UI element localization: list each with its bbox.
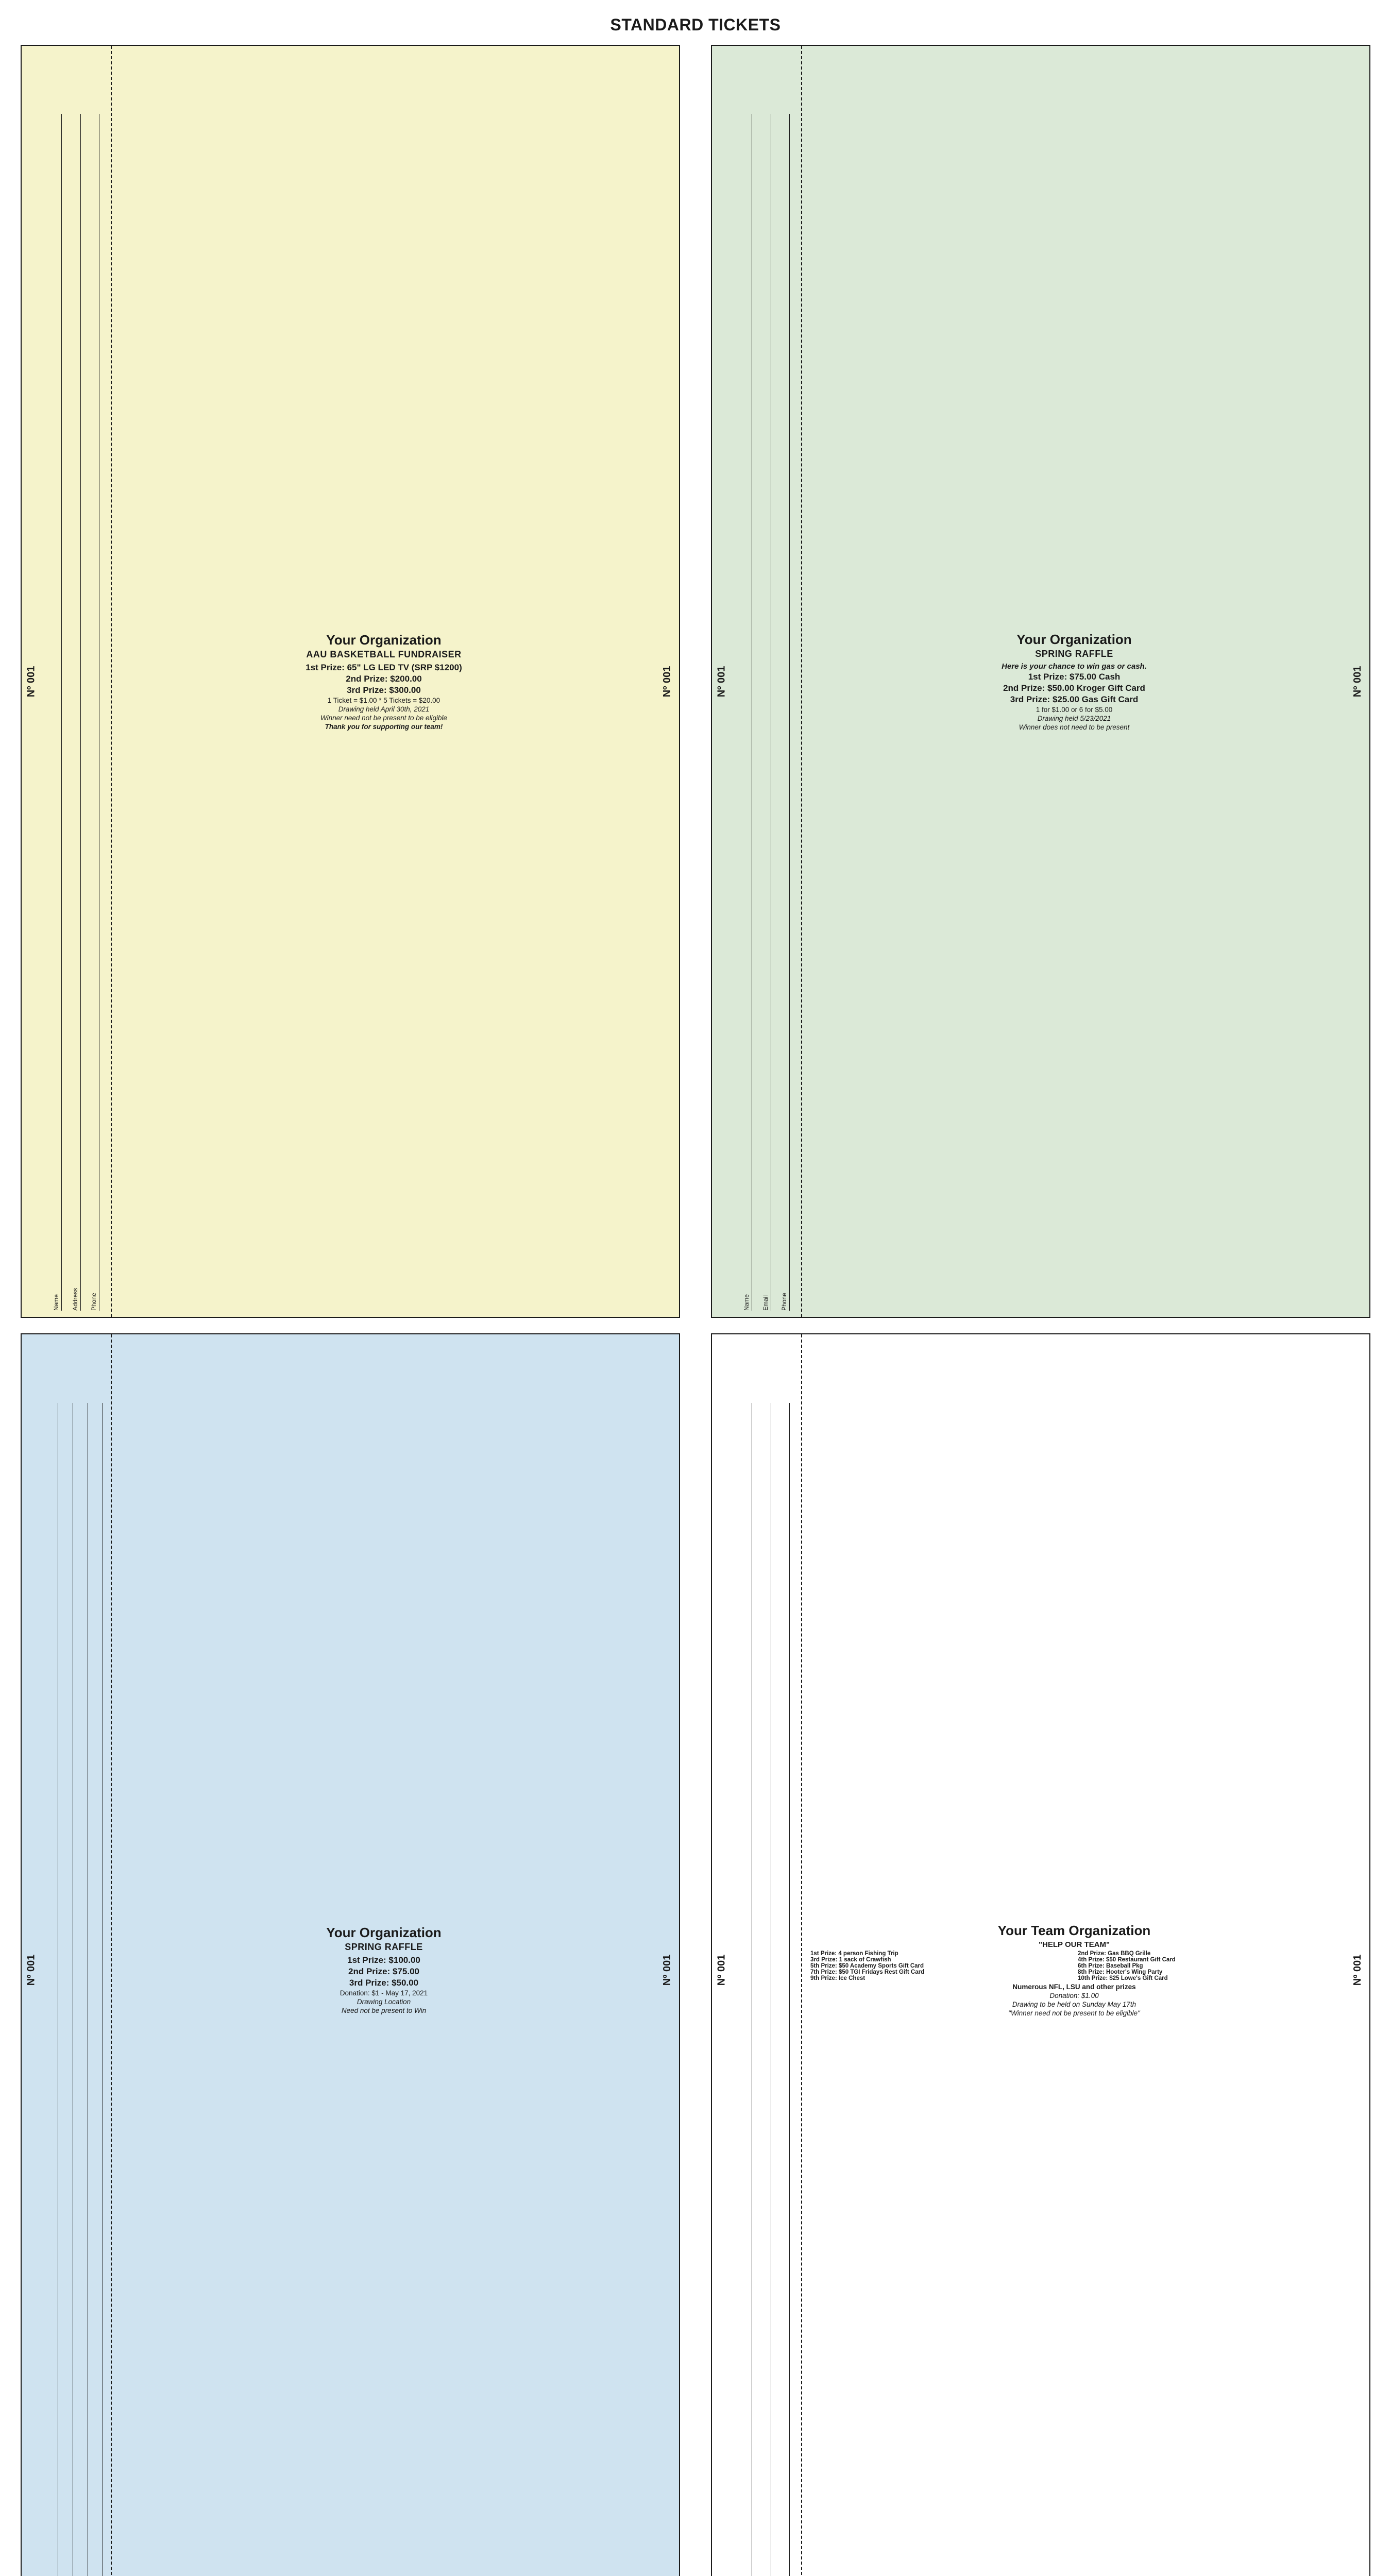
prize-h: 8th Prize: Hooter's Wing Party <box>1078 1969 1338 1975</box>
drawing-line: Drawing Location <box>116 1998 652 2006</box>
event-title: AAU BASKETBALL FUNDRAISER <box>116 649 652 660</box>
ticket-aau: Nº 001 Name Address Phone Your Organizat… <box>21 45 680 1318</box>
note-line-1: Need not be present to Win <box>116 2007 652 2014</box>
donation-line: Donation: $1.00 <box>806 1992 1342 1999</box>
ticket-spring-gas: Nº 001 Name Email Phone Your Organizatio… <box>711 45 1370 1318</box>
prize-i: 9th Prize: Ice Chest <box>810 1975 1071 1981</box>
org-name: Your Organization <box>116 1925 652 1941</box>
stub-name: Name <box>743 1403 752 2576</box>
standard-ticket-grid: Nº 001 Name Address Phone Your Organizat… <box>21 45 1370 2576</box>
ticket-body: Your Organization SPRING RAFFLE 1st Priz… <box>112 1334 656 2576</box>
event-title: "HELP OUR TEAM" <box>806 1940 1342 1949</box>
prize-2: 2nd Prize: $75.00 <box>116 1967 652 1977</box>
prize-1: 1st Prize: $100.00 <box>116 1955 652 1965</box>
org-name: Your Organization <box>806 632 1342 648</box>
prize-g: 7th Prize: $50 TGI Fridays Rest Gift Car… <box>810 1969 1071 1975</box>
ticket-stub: Nº 001 Name Email Phone <box>712 46 802 1317</box>
ticket-number: Nº 001 <box>712 1334 732 2576</box>
stub-fields: Name Address Phone Email <box>41 1334 111 2576</box>
ticket-stub: Nº 001 Name Address Phone Email <box>22 1334 112 2576</box>
stub-name: Name <box>49 1403 58 2576</box>
stub-address: Address <box>762 1403 771 2576</box>
prize-b: 2nd Prize: Gas BBQ Grille <box>1078 1951 1338 1957</box>
note-line-1: Winner does not need to be present <box>806 723 1342 731</box>
stub-name: Name <box>743 114 752 1311</box>
ticket-number-right: Nº 001 <box>656 1334 679 2576</box>
price-line: 1 for $1.00 or 6 for $5.00 <box>806 706 1342 714</box>
prize-a: 1st Prize: 4 person Fishing Trip <box>810 1951 1071 1957</box>
ticket-number-right: Nº 001 <box>1346 46 1369 1317</box>
stub-address: Address <box>72 114 81 1311</box>
stub-phone: Phone <box>781 114 790 1311</box>
prize-2: 2nd Prize: $200.00 <box>116 674 652 684</box>
ticket-body: Your Team Organization "HELP OUR TEAM" 1… <box>802 1334 1346 2576</box>
stub-phone: Phone <box>781 1403 790 2576</box>
stub-address: Address <box>64 1403 73 2576</box>
note-line-2: Thank you for supporting our team! <box>116 723 652 731</box>
prize-2: 2nd Prize: $50.00 Kroger Gift Card <box>806 683 1342 693</box>
stub-fields: Name Address Phone <box>732 1334 801 2576</box>
ticket-number: Nº 001 <box>22 1334 41 2576</box>
org-name: Your Team Organization <box>806 1923 1342 1939</box>
org-name: Your Organization <box>116 632 652 648</box>
ticket-number: Nº 001 <box>22 46 41 1317</box>
prize-3: 3rd Prize: $50.00 <box>116 1978 652 1988</box>
extras-line: Numerous NFL, LSU and other prizes <box>806 1983 1342 1991</box>
stub-phone: Phone <box>79 1403 88 2576</box>
tagline: Here is your chance to win gas or cash. <box>806 662 1342 671</box>
ticket-body: Your Organization AAU BASKETBALL FUNDRAI… <box>112 46 656 1317</box>
price-line: Donation: $1 - May 17, 2021 <box>116 1989 652 1997</box>
prize-3: 3rd Prize: $300.00 <box>116 685 652 696</box>
prize-e: 5th Prize: $50 Academy Sports Gift Card <box>810 1963 1071 1969</box>
drawing-line: Drawing held April 30th, 2021 <box>116 705 652 713</box>
price-line: 1 Ticket = $1.00 * 5 Tickets = $20.00 <box>116 697 652 704</box>
ticket-number: Nº 001 <box>712 46 732 1317</box>
stub-fields: Name Address Phone <box>41 46 111 1317</box>
prize-grid: 1st Prize: 4 person Fishing Trip 2nd Pri… <box>806 1951 1342 1981</box>
prize-1: 1st Prize: $75.00 Cash <box>806 672 1342 682</box>
ticket-number-right: Nº 001 <box>656 46 679 1317</box>
note-line-1: Winner need not be present to be eligibl… <box>116 714 652 722</box>
ticket-stub: Nº 001 Name Address Phone <box>712 1334 802 2576</box>
prize-f: 6th Prize: Baseball Pkg <box>1078 1963 1338 1969</box>
prize-j: 10th Prize: $25 Lowe's Gift Card <box>1078 1975 1338 1981</box>
stub-fields: Name Email Phone <box>732 46 801 1317</box>
ticket-spring-cash: Nº 001 Name Address Phone Email Your Org… <box>21 1333 680 2576</box>
drawing-line: Drawing held 5/23/2021 <box>806 715 1342 722</box>
ticket-stub: Nº 001 Name Address Phone <box>22 46 112 1317</box>
prize-1: 1st Prize: 65" LG LED TV (SRP $1200) <box>116 663 652 673</box>
stub-email: Email <box>94 1403 103 2576</box>
section-standard-title: STANDARD TICKETS <box>21 15 1370 35</box>
note-line-1: "Winner need not be present to be eligib… <box>806 2009 1342 2017</box>
ticket-number-right: Nº 001 <box>1346 1334 1369 2576</box>
drawing-line: Drawing to be held on Sunday May 17th <box>806 2001 1342 2008</box>
ticket-body: Your Organization SPRING RAFFLE Here is … <box>802 46 1346 1317</box>
prize-d: 4th Prize: $50 Restaurant Gift Card <box>1078 1957 1338 1963</box>
ticket-help-our-team: Nº 001 Name Address Phone Your Team Orga… <box>711 1333 1370 2576</box>
stub-name: Name <box>53 114 62 1311</box>
event-title: SPRING RAFFLE <box>806 649 1342 659</box>
stub-email: Email <box>762 114 771 1311</box>
prize-c: 3rd Prize: 1 sack of Crawfish <box>810 1957 1071 1963</box>
stub-phone: Phone <box>90 114 99 1311</box>
prize-3: 3rd Prize: $25.00 Gas Gift Card <box>806 694 1342 705</box>
event-title: SPRING RAFFLE <box>116 1942 652 1953</box>
